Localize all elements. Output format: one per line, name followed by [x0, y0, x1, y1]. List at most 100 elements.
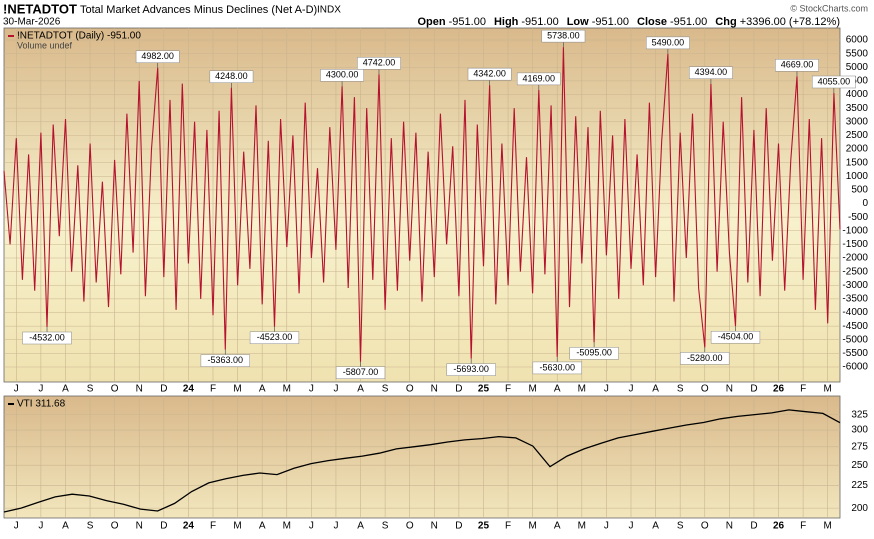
x-tick-label: S [677, 384, 684, 395]
x-tick-label: A [357, 384, 364, 395]
x-tick-label: J [309, 384, 314, 395]
value-label: -5693.00 [453, 364, 489, 374]
x-tick-label: F [800, 521, 806, 532]
x-tick-label: J [333, 521, 338, 532]
date: 30-Mar-2026 [3, 17, 61, 28]
y-tick-label: 6000 [846, 35, 869, 46]
y-tick-label: 3500 [846, 103, 869, 114]
value-label: -5095.00 [576, 348, 612, 358]
exchange: INDX [317, 5, 341, 16]
x-tick-label: J [14, 521, 19, 532]
x-tick-label: F [210, 521, 216, 532]
value-label-box [209, 70, 254, 83]
x-tick-label: S [382, 521, 389, 532]
value-label: 5738.00 [547, 31, 580, 41]
value-label-box [135, 50, 180, 63]
y-tick-label: -3500 [842, 294, 868, 305]
value-label: 4342.00 [473, 69, 506, 79]
y-tick-label: -4000 [842, 307, 868, 318]
x-tick-label: A [652, 384, 659, 395]
x-tick-label: D [455, 521, 462, 532]
x-tick-label: S [677, 521, 684, 532]
x-tick-label: 24 [183, 521, 195, 532]
x-tick-label: J [309, 521, 314, 532]
y-tick-label: -3000 [842, 280, 868, 291]
credit: © StockCharts.com [790, 3, 868, 13]
x-tick-label: J [604, 384, 609, 395]
y-tick-label: 325 [851, 409, 868, 420]
panel-note: Volume undef [17, 40, 73, 50]
x-tick-label: A [357, 521, 364, 532]
value-label-box [569, 347, 619, 360]
ohlc-label: Low [567, 16, 589, 28]
description: Total Market Advances Minus Declines (Ne… [80, 4, 317, 16]
x-tick-label: D [160, 521, 167, 532]
y-tick-label: 225 [851, 480, 868, 491]
y-tick-label: -5000 [842, 334, 868, 345]
x-tick-label: A [62, 521, 69, 532]
x-tick-label: D [750, 384, 757, 395]
value-label-box [320, 69, 364, 82]
x-tick-label: M [233, 384, 241, 395]
y-tick-label: 250 [851, 460, 868, 471]
x-tick-label: F [210, 384, 216, 395]
x-tick-label: J [604, 521, 609, 532]
y-tick-label: 300 [851, 425, 868, 436]
value-label-box [249, 331, 300, 345]
x-tick-label: A [652, 521, 659, 532]
value-label-box [516, 72, 561, 86]
y-tick-label: 2000 [846, 144, 869, 155]
y-tick-label: 200 [851, 503, 868, 514]
ohlc-label: Chg [715, 16, 736, 28]
x-tick-label: N [431, 384, 438, 395]
x-tick-label: J [629, 384, 634, 395]
x-tick-label: S [87, 384, 94, 395]
x-tick-label: F [800, 384, 806, 395]
value-label-box [775, 59, 819, 72]
panel [3, 27, 841, 383]
panel [3, 395, 841, 519]
y-tick-label: 4500 [846, 76, 869, 87]
value-label: 5490.00 [652, 37, 685, 47]
value-label: -5280.00 [687, 353, 723, 363]
value-label-box [541, 29, 586, 43]
value-label-box [710, 330, 761, 344]
y-tick-label: 275 [851, 441, 868, 452]
value-label-box [22, 331, 72, 345]
x-tick-label: D [455, 384, 462, 395]
y-tick-label: 0 [862, 198, 868, 209]
value-label-box [467, 67, 512, 81]
y-tick-label: -6000 [842, 362, 868, 373]
x-tick-label: J [38, 384, 43, 395]
symbol: !NETADTOT [3, 1, 77, 16]
value-label-box [532, 361, 582, 375]
x-tick-label: F [505, 384, 511, 395]
x-tick-label: N [726, 384, 733, 395]
y-tick-label: -4500 [842, 321, 868, 332]
ohlc-value: -951.00 [670, 16, 707, 28]
value-label: 4982.00 [141, 51, 174, 61]
ohlc-value: -951.00 [521, 16, 558, 28]
value-label: 4055.00 [818, 76, 851, 86]
y-tick-label: 1000 [846, 171, 869, 182]
x-tick-label: N [726, 521, 733, 532]
ohlc: Open -951.00 High -951.00 Low -951.00 Close -95… [418, 16, 841, 28]
value-label: -5807.00 [343, 367, 379, 377]
ohlc-value: -951.00 [592, 16, 629, 28]
x-tick-label: A [554, 521, 561, 532]
value-label-box [200, 354, 250, 367]
ohlc-value: +3396.00 (+78.12%) [740, 16, 840, 28]
x-tick-label: O [701, 384, 709, 395]
value-label: -4523.00 [257, 332, 293, 342]
value-label: -4504.00 [718, 332, 754, 342]
x-tick-label: M [528, 521, 536, 532]
y-tick-label: 1500 [846, 157, 869, 168]
value-label-box [689, 66, 733, 80]
series-line [3, 409, 841, 513]
x-tick-label: O [111, 384, 119, 395]
x-tick-label: N [136, 521, 143, 532]
x-tick-label: M [578, 521, 586, 532]
x-tick-label: A [62, 384, 69, 395]
ohlc-value: -951.00 [449, 16, 486, 28]
